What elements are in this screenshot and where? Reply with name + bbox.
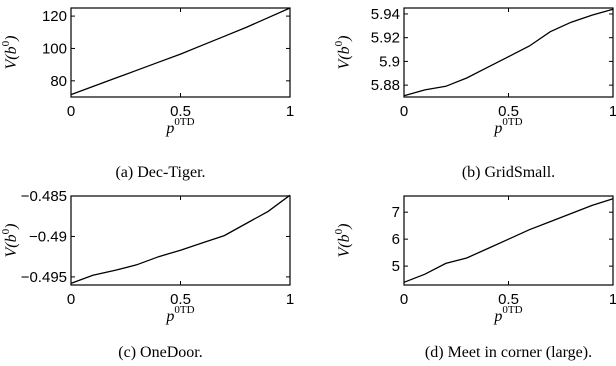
chart-3-series-0-line xyxy=(403,198,614,283)
chart-1-xlabel: p0TD xyxy=(493,116,522,137)
chart-3-ytick-label: 6 xyxy=(392,231,400,248)
chart-1-axes-frame xyxy=(403,7,614,98)
chart-1-ytick-label: 5.94 xyxy=(371,6,400,23)
chart-0-xtick-label: 0.5 xyxy=(170,103,191,120)
chart-1-ytick-label: 5.92 xyxy=(371,30,400,47)
chart-0-axes-frame xyxy=(70,7,291,98)
chart-3-ylabel: V(b0) xyxy=(333,224,353,258)
chart-1-ytick-label: 5.88 xyxy=(371,77,400,94)
chart-1-xtick-label: 0 xyxy=(400,103,408,120)
chart-2-xlabel: p0TD xyxy=(165,304,194,325)
chart-1-ytick-label: 5.9 xyxy=(379,53,400,70)
chart-2-axes-frame xyxy=(70,195,291,286)
chart-2-caption: (c) OneDoor. xyxy=(118,344,202,361)
chart-2-ytick-label: −0.485 xyxy=(21,188,67,205)
chart-3-panel: 0 0.5 1 5 6 7 V(b0) p0TD (d) Meet in corner (lar… xyxy=(333,195,616,361)
chart-2-xtick-label: 0 xyxy=(67,291,75,308)
chart-2-xtick-label: 1 xyxy=(286,291,294,308)
chart-3-xtick-label: 0 xyxy=(400,291,408,308)
chart-0-xlabel: p0TD xyxy=(165,116,194,137)
chart-3-xtick-label: 1 xyxy=(609,291,616,308)
chart-1-xtick-label: 1 xyxy=(609,103,616,120)
chart-1-caption: (b) GridSmall. xyxy=(462,164,555,181)
chart-2-ytick-label: −0.495 xyxy=(21,269,67,286)
chart-2-ytick-label: −0.49 xyxy=(29,228,67,245)
chart-0-ytick-label: 120 xyxy=(42,8,67,25)
chart-0-caption: (a) Dec-Tiger. xyxy=(115,164,205,181)
chart-2-ylabel: V(b0) xyxy=(0,224,20,258)
chart-3-caption: (d) Meet in corner (large). xyxy=(425,344,592,361)
chart-1-series-0-line xyxy=(403,8,614,97)
chart-0-panel: 0 0.5 1 80 100 120 V(b0) p0TD (a) Dec-Tiger. xyxy=(0,7,294,181)
chart-2-xtick-label: 0.5 xyxy=(170,291,191,308)
chart-1-panel: 0 0.5 1 5.88 5.9 5.92 5.94 V(b0) p0TD (b) GridSma… xyxy=(333,6,616,181)
chart-0-ytick-label: 100 xyxy=(42,40,67,57)
chart-0-ytick-label: 80 xyxy=(50,73,67,90)
chart-0-xtick-label: 0 xyxy=(67,103,75,120)
chart-3-xtick-label: 0.5 xyxy=(498,291,519,308)
chart-1-ylabel: V(b0) xyxy=(333,36,353,70)
chart-3-ytick-label: 5 xyxy=(392,258,400,275)
chart-0-series-0-line xyxy=(70,7,291,96)
chart-2-panel: 0 0.5 1 −0.495 −0.49 −0.485 V(b0) p0TD (c) OneDo… xyxy=(0,188,294,361)
chart-1-xtick-label: 0.5 xyxy=(498,103,519,120)
chart-3-ytick-label: 7 xyxy=(392,204,400,221)
chart-2-series-0-line xyxy=(70,194,291,285)
chart-3-xlabel: p0TD xyxy=(493,304,522,325)
chart-0-xtick-label: 1 xyxy=(286,103,294,120)
chart-0-ylabel: V(b0) xyxy=(0,36,20,70)
